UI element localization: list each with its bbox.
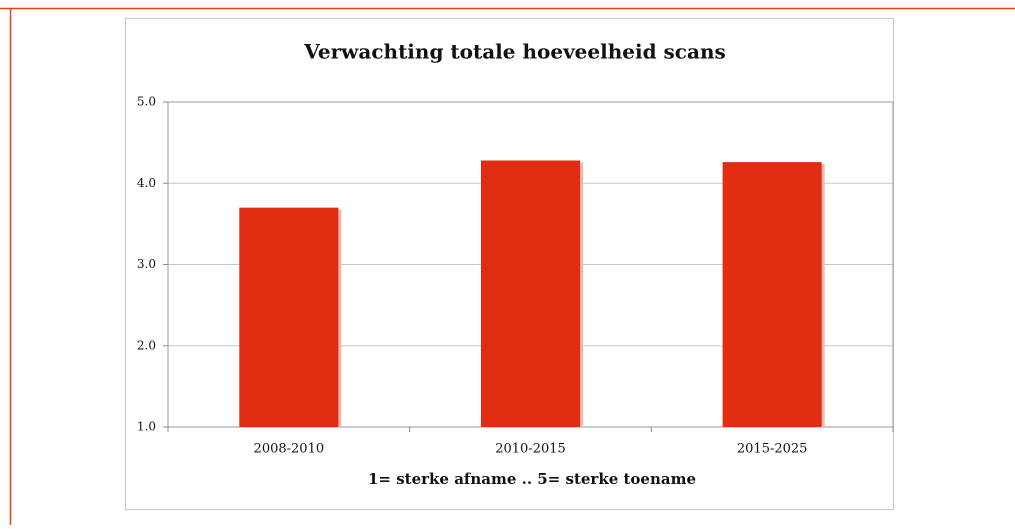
x-tick-label: 2015-2025 [737,442,808,457]
bar [722,162,822,427]
bar [480,160,581,427]
x-axis-label: 1= sterke afname .. 5= sterke toename [368,470,696,488]
bar [239,207,339,427]
y-tick-label: 4.0 [137,176,156,190]
y-tick-label: 1.0 [137,420,156,434]
chart-title: Verwachting totale hoeveelheid scans [303,40,726,64]
x-tick-label: 2008-2010 [254,442,325,457]
y-tick-label: 3.0 [137,257,156,271]
y-tick-label: 5.0 [137,95,156,109]
y-tick-label: 2.0 [137,338,156,352]
x-tick-label: 2010-2015 [495,442,566,457]
